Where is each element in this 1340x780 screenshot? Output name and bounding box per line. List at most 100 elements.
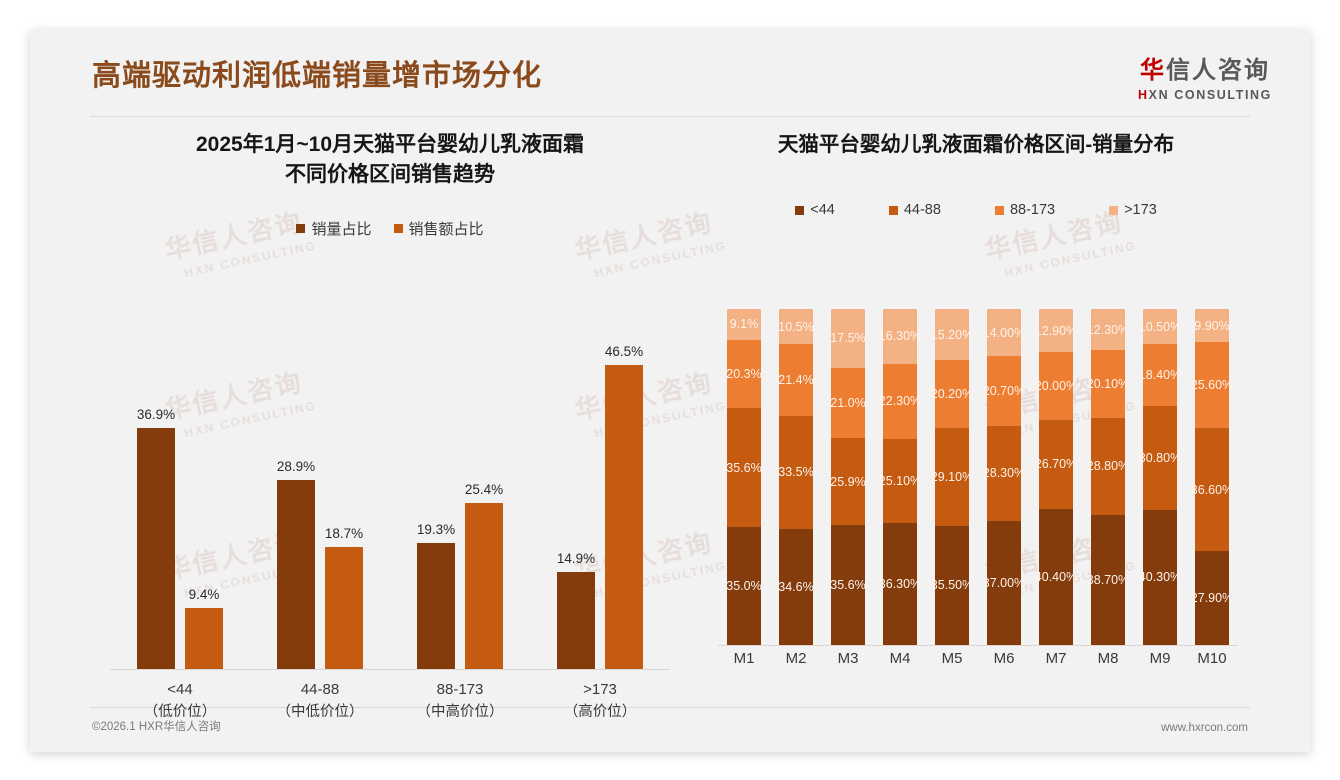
- stacked-bar-segment[interactable]: 26.70%: [1035, 419, 1077, 510]
- stacked-bar-segment[interactable]: 29.10%: [931, 427, 973, 526]
- bar-column[interactable]: 19.3%: [417, 329, 455, 669]
- segment-value-label: 21.0%: [830, 396, 866, 411]
- stacked-bar-segment[interactable]: 35.6%: [726, 407, 762, 528]
- stacked-bar-segment[interactable]: 21.4%: [778, 344, 814, 417]
- stacked-bar-column[interactable]: 17.5% 21.0% 25.9% 35.6%: [830, 309, 866, 645]
- bar-rect[interactable]: [465, 502, 503, 669]
- stacked-bar-column[interactable]: 12.30% 20.10% 28.80% 38.70%: [1087, 309, 1129, 645]
- legend-swatch-icon: [994, 205, 1004, 215]
- x-tick-main: >173: [583, 681, 617, 698]
- bar-rect[interactable]: [185, 607, 223, 669]
- stacked-bar-segment[interactable]: 35.6%: [830, 525, 866, 645]
- segment-value-label: 34.6%: [778, 579, 814, 594]
- stacked-bar-segment[interactable]: 28.30%: [983, 425, 1025, 521]
- bar-rect[interactable]: [605, 364, 643, 669]
- bar-column[interactable]: 36.9%: [137, 329, 175, 669]
- stacked-bar-segment[interactable]: 35.50%: [931, 525, 973, 645]
- stacked-bar-segment[interactable]: 12.30%: [1087, 309, 1129, 351]
- legend-swatch-icon: [888, 205, 898, 215]
- bar-rect[interactable]: [557, 571, 595, 669]
- stacked-bar-segment[interactable]: 25.10%: [879, 438, 921, 524]
- stacked-bar-segment[interactable]: 20.00%: [1035, 352, 1077, 420]
- stacked-bar-segment[interactable]: 36.30%: [879, 523, 921, 645]
- x-axis-tick-label: M3: [837, 650, 859, 667]
- logo-english-text: HXN CONSULTING: [1138, 88, 1272, 102]
- segment-value-label: 9.1%: [729, 317, 759, 332]
- stacked-bar-segment[interactable]: 40.30%: [1139, 509, 1181, 645]
- stacked-bar-segment[interactable]: 40.40%: [1035, 509, 1077, 645]
- stacked-bar-segment[interactable]: 25.60%: [1191, 342, 1233, 429]
- stacked-bar-segment[interactable]: 17.5%: [830, 309, 866, 368]
- bar-column[interactable]: 9.4%: [185, 329, 223, 669]
- segment-value-label: 36.60%: [1190, 482, 1234, 497]
- bar-column[interactable]: 14.9%: [557, 329, 595, 669]
- stacked-bar-segment[interactable]: 15.20%: [931, 309, 973, 361]
- bar-column[interactable]: 18.7%: [325, 329, 363, 669]
- stacked-bar-column[interactable]: 9.90% 25.60% 36.60% 27.90%: [1191, 309, 1233, 645]
- legend-item[interactable]: 销售额占比: [393, 218, 484, 239]
- stacked-bar-segment[interactable]: 33.5%: [778, 416, 814, 529]
- stacked-bar-segment[interactable]: 36.60%: [1191, 428, 1233, 552]
- segment-value-label: 10.50%: [1138, 319, 1182, 334]
- stacked-bar-segment[interactable]: 21.0%: [830, 367, 866, 439]
- bar-group: 14.9% 46.5%: [530, 329, 670, 669]
- stacked-bar-segment[interactable]: 9.1%: [727, 309, 761, 340]
- segment-value-label: 33.5%: [778, 465, 814, 480]
- bar-column[interactable]: 46.5%: [605, 329, 643, 669]
- stacked-bar-segment[interactable]: 20.10%: [1087, 350, 1129, 418]
- bar-rect[interactable]: [137, 427, 175, 669]
- stacked-bar-column[interactable]: 14.00% 20.70% 28.30% 37.00%: [983, 309, 1025, 645]
- bar-rect[interactable]: [277, 480, 315, 669]
- legend-item[interactable]: <44: [795, 202, 835, 218]
- bar-value-label: 25.4%: [464, 481, 504, 497]
- stacked-bar-segment[interactable]: 25.9%: [830, 438, 866, 526]
- stacked-bar-segment[interactable]: 38.70%: [1087, 514, 1129, 645]
- page-title: 高端驱动利润低端销量增市场分化: [92, 60, 543, 92]
- stacked-bar-column[interactable]: 12.90% 20.00% 26.70% 40.40%: [1035, 309, 1077, 645]
- bar-column[interactable]: 28.9%: [277, 329, 315, 669]
- legend-item[interactable]: 销量占比: [296, 218, 372, 239]
- segment-value-label: 10.5%: [778, 319, 814, 334]
- stacked-bar-segment[interactable]: 37.00%: [983, 520, 1025, 645]
- bar-rect[interactable]: [325, 546, 363, 669]
- stacked-bar-segment[interactable]: 20.3%: [726, 339, 762, 408]
- left-chart-title-line2: 不同价格区间销售趋势: [285, 163, 495, 186]
- segment-value-label: 17.5%: [830, 331, 866, 346]
- x-axis-tick-label: M7: [1045, 650, 1067, 667]
- logo-en-rest: XN CONSULTING: [1148, 88, 1272, 102]
- footer-website[interactable]: www.hxrcon.com: [1161, 722, 1248, 734]
- x-tick-sub: （中低价位）: [276, 704, 364, 720]
- segment-value-label: 12.90%: [1034, 323, 1078, 338]
- bar-group: 28.9% 18.7%: [250, 329, 390, 669]
- legend-item[interactable]: 44-88: [888, 202, 941, 218]
- bar-rect[interactable]: [417, 542, 455, 669]
- stacked-bar-segment[interactable]: 34.6%: [778, 528, 814, 645]
- stacked-bar-segment[interactable]: 18.40%: [1139, 344, 1181, 407]
- stacked-bar-segment[interactable]: 22.30%: [879, 363, 921, 439]
- segment-value-label: 35.50%: [930, 578, 974, 593]
- stacked-bar-segment[interactable]: 9.90%: [1194, 309, 1230, 343]
- x-axis-line: [718, 645, 1238, 646]
- bar-column[interactable]: 25.4%: [465, 329, 503, 669]
- stacked-bar-segment[interactable]: 20.20%: [931, 360, 973, 428]
- segment-value-label: 18.40%: [1138, 368, 1182, 383]
- stacked-bar-column[interactable]: 15.20% 20.20% 29.10% 35.50%: [931, 309, 973, 645]
- stacked-bar-column[interactable]: 10.50% 18.40% 30.80% 40.30%: [1139, 309, 1181, 645]
- stacked-bar-segment[interactable]: 10.50%: [1139, 309, 1181, 345]
- stacked-bar-segment[interactable]: 14.00%: [983, 309, 1025, 357]
- stacked-bar-segment[interactable]: 35.0%: [726, 527, 762, 645]
- stacked-bar-segment[interactable]: 27.90%: [1191, 551, 1233, 645]
- legend-swatch-icon: [1109, 205, 1119, 215]
- stacked-bar-segment[interactable]: 28.80%: [1087, 417, 1129, 515]
- stacked-bar-column[interactable]: 10.5% 21.4% 33.5% 34.6%: [778, 309, 814, 645]
- stacked-bar-segment[interactable]: 10.5%: [778, 309, 814, 345]
- stacked-bar-column[interactable]: 9.1% 20.3% 35.6% 35.0%: [726, 309, 762, 645]
- stacked-bar-segment[interactable]: 30.80%: [1139, 406, 1181, 510]
- stacked-bar-segment[interactable]: 16.30%: [879, 309, 921, 364]
- stacked-bar-column[interactable]: 16.30% 22.30% 25.10% 36.30%: [879, 309, 921, 645]
- legend-item[interactable]: 88-173: [994, 202, 1055, 218]
- legend-item[interactable]: >173: [1109, 202, 1157, 218]
- stacked-bar-segment[interactable]: 20.70%: [983, 356, 1025, 426]
- segment-value-label: 20.3%: [726, 366, 762, 381]
- stacked-bar-segment[interactable]: 12.90%: [1035, 309, 1077, 353]
